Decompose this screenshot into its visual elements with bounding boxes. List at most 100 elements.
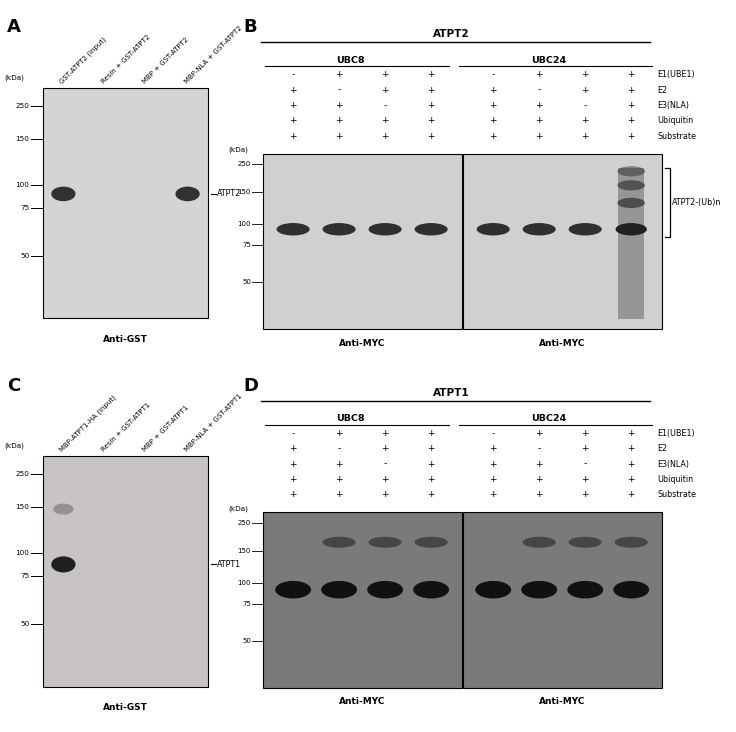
Text: Resin + GST-ATPT1: Resin + GST-ATPT1 xyxy=(101,402,152,453)
Text: -: - xyxy=(537,86,541,94)
Text: +: + xyxy=(336,70,343,79)
Text: +: + xyxy=(489,132,497,141)
Text: Substrate: Substrate xyxy=(657,132,696,141)
Ellipse shape xyxy=(569,537,602,548)
Text: +: + xyxy=(628,70,635,79)
Text: +: + xyxy=(289,460,297,468)
Text: +: + xyxy=(336,101,343,110)
Text: +: + xyxy=(289,86,297,94)
Bar xyxy=(263,512,462,688)
Text: +: + xyxy=(628,429,635,438)
Bar xyxy=(618,168,644,319)
Text: E3(NLA): E3(NLA) xyxy=(657,460,689,468)
Text: E3(NLA): E3(NLA) xyxy=(657,101,689,110)
Text: +: + xyxy=(336,116,343,125)
Text: UBC8: UBC8 xyxy=(336,414,365,423)
Text: +: + xyxy=(381,132,389,141)
Text: +: + xyxy=(336,429,343,438)
Text: -: - xyxy=(537,444,541,453)
Text: +: + xyxy=(536,70,543,79)
Text: +: + xyxy=(381,86,389,94)
Text: +: + xyxy=(336,490,343,499)
Text: UBC24: UBC24 xyxy=(531,414,566,423)
Text: +: + xyxy=(489,444,497,453)
Ellipse shape xyxy=(567,581,604,599)
Text: -: - xyxy=(492,429,495,438)
Text: 250: 250 xyxy=(15,103,29,109)
Text: ATPT2-(Ub)n: ATPT2-(Ub)n xyxy=(673,198,722,206)
Text: Anti-MYC: Anti-MYC xyxy=(339,338,386,348)
Ellipse shape xyxy=(53,504,74,515)
Text: (kDa): (kDa) xyxy=(228,505,248,512)
Text: +: + xyxy=(428,444,435,453)
Bar xyxy=(43,88,208,318)
Text: +: + xyxy=(489,490,497,499)
Text: 250: 250 xyxy=(238,520,251,526)
Text: +: + xyxy=(536,116,543,125)
Text: Anti-GST: Anti-GST xyxy=(103,335,148,343)
Text: (kDa): (kDa) xyxy=(4,442,25,449)
Text: +: + xyxy=(289,490,297,499)
Text: +: + xyxy=(536,101,543,110)
Text: 150: 150 xyxy=(238,190,251,195)
Ellipse shape xyxy=(569,223,602,236)
Text: Ubiquitin: Ubiquitin xyxy=(657,475,693,484)
Text: +: + xyxy=(381,429,389,438)
Text: +: + xyxy=(289,444,297,453)
Text: E2: E2 xyxy=(657,86,668,94)
Ellipse shape xyxy=(414,223,447,236)
Text: +: + xyxy=(381,116,389,125)
Text: GST-ATPT2 (input): GST-ATPT2 (input) xyxy=(59,36,108,85)
Text: +: + xyxy=(628,475,635,484)
Text: +: + xyxy=(489,116,497,125)
Text: +: + xyxy=(428,460,435,468)
Text: +: + xyxy=(628,116,635,125)
Text: +: + xyxy=(428,86,435,94)
Text: -: - xyxy=(584,460,587,468)
Text: UBC8: UBC8 xyxy=(336,56,365,64)
Text: (kDa): (kDa) xyxy=(4,74,25,81)
Text: -: - xyxy=(291,70,294,79)
Text: +: + xyxy=(381,475,389,484)
Text: +: + xyxy=(489,86,497,94)
Ellipse shape xyxy=(618,166,645,176)
Text: (kDa): (kDa) xyxy=(228,146,248,153)
Ellipse shape xyxy=(369,223,402,236)
Text: +: + xyxy=(381,444,389,453)
Text: +: + xyxy=(628,490,635,499)
Text: A: A xyxy=(7,18,21,37)
Text: 75: 75 xyxy=(20,205,29,211)
Text: +: + xyxy=(536,132,543,141)
Text: +: + xyxy=(581,429,589,438)
Text: ATPT2: ATPT2 xyxy=(217,190,241,198)
Text: Ubiquitin: Ubiquitin xyxy=(657,116,693,125)
Text: 50: 50 xyxy=(20,253,29,259)
Text: +: + xyxy=(581,490,589,499)
Text: +: + xyxy=(628,101,635,110)
Ellipse shape xyxy=(322,537,355,548)
Text: ATPT2: ATPT2 xyxy=(434,29,470,40)
Text: MBP + GST-ATPT2: MBP + GST-ATPT2 xyxy=(142,37,190,85)
Ellipse shape xyxy=(477,223,510,236)
Ellipse shape xyxy=(523,537,556,548)
Text: +: + xyxy=(536,475,543,484)
Text: UBC24: UBC24 xyxy=(531,56,566,64)
Text: +: + xyxy=(628,444,635,453)
Ellipse shape xyxy=(369,537,402,548)
Ellipse shape xyxy=(618,198,645,208)
Text: MBP-NLA + GST-ATPT1: MBP-NLA + GST-ATPT1 xyxy=(183,393,244,453)
Text: 100: 100 xyxy=(15,550,29,556)
Text: +: + xyxy=(489,460,497,468)
Text: +: + xyxy=(336,475,343,484)
Ellipse shape xyxy=(618,180,645,190)
Text: +: + xyxy=(289,116,297,125)
Ellipse shape xyxy=(613,581,649,599)
Text: 250: 250 xyxy=(238,161,251,167)
Text: +: + xyxy=(289,101,297,110)
Ellipse shape xyxy=(615,537,648,548)
Text: MBP + GST-ATPT1: MBP + GST-ATPT1 xyxy=(142,405,191,453)
Ellipse shape xyxy=(367,581,403,599)
Text: +: + xyxy=(536,460,543,468)
Text: D: D xyxy=(243,377,258,395)
Text: Anti-MYC: Anti-MYC xyxy=(339,697,386,706)
